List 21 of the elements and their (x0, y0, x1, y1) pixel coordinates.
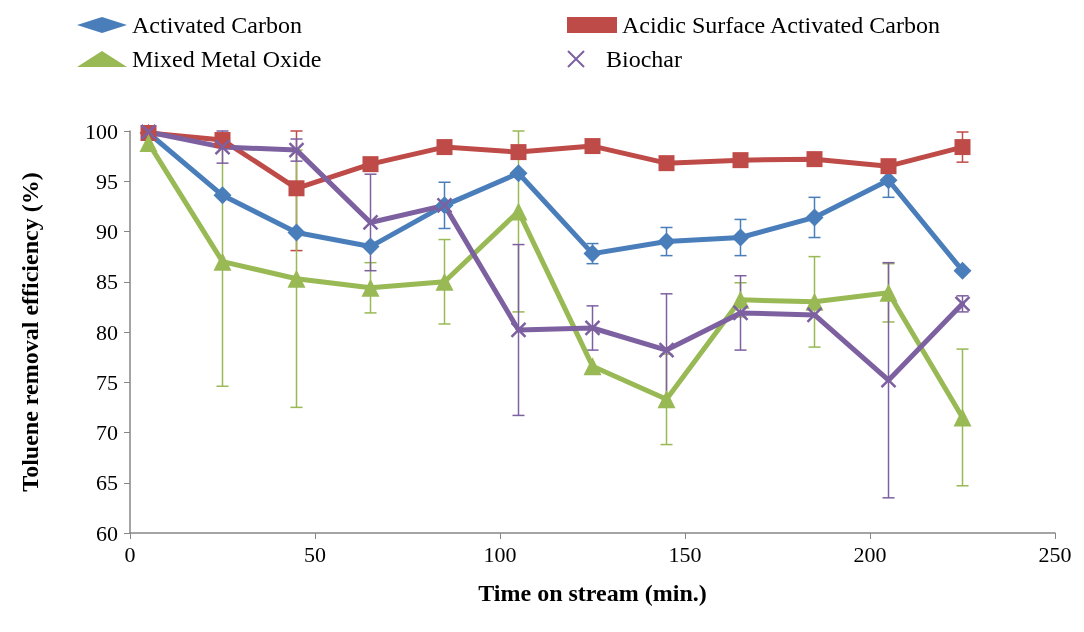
x-tick-label: 250 (1038, 541, 1072, 567)
x-tick-label: 0 (124, 541, 136, 567)
y-tick-label: 65 (96, 470, 118, 496)
legend-label: Biochar (606, 46, 682, 72)
y-tick-label: 75 (96, 369, 118, 395)
legend-label: Mixed Metal Oxide (132, 46, 322, 72)
y-axis-title: Toluene removal efficiency (%) (17, 172, 43, 492)
y-tick-label: 70 (96, 420, 118, 445)
y-tick-label: 80 (96, 319, 118, 345)
x-axis-title: Time on stream (min.) (478, 580, 707, 606)
x-tick-label: 150 (668, 541, 702, 567)
x-tick-label: 100 (483, 541, 517, 567)
y-tick-label: 85 (96, 269, 118, 295)
x-tick-label: 200 (853, 541, 887, 567)
y-tick-label: 90 (96, 219, 118, 244)
y-tick-label: 100 (85, 118, 118, 144)
y-tick-label: 95 (96, 168, 118, 194)
x-tick-label: 50 (304, 541, 326, 567)
y-tick-label: 60 (96, 520, 118, 546)
legend-label: Activated Carbon (132, 12, 302, 38)
legend-label: Acidic Surface Activated Carbon (622, 12, 940, 38)
